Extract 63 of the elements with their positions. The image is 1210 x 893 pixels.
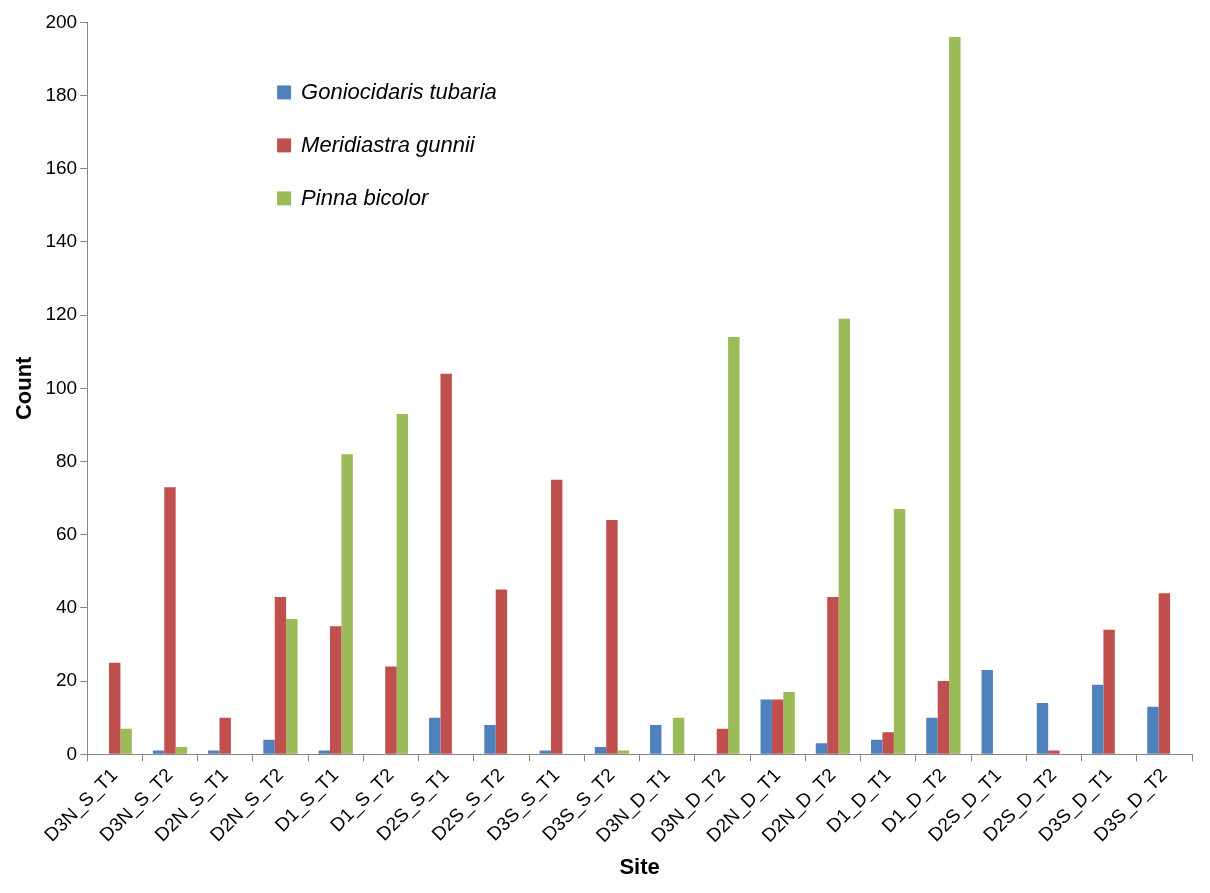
bar xyxy=(396,413,409,754)
bar xyxy=(318,750,330,754)
bar xyxy=(274,596,287,754)
y-axis-title: Count xyxy=(11,355,37,421)
bar xyxy=(882,732,894,754)
y-tick-label: 60 xyxy=(55,522,78,544)
legend-label: Pinna bicolor xyxy=(301,184,430,210)
bar xyxy=(926,717,938,754)
bar xyxy=(484,725,496,754)
bar xyxy=(1092,684,1104,754)
bar xyxy=(550,479,563,754)
bar xyxy=(329,626,342,754)
bar xyxy=(949,37,961,754)
bar xyxy=(838,318,851,754)
bar xyxy=(175,746,188,754)
bar xyxy=(981,670,993,754)
bar xyxy=(815,743,828,754)
bar xyxy=(728,337,740,754)
y-tick-label: 120 xyxy=(45,303,78,325)
legend-label: Goniocidaris tubaria xyxy=(301,78,497,104)
bar xyxy=(1158,593,1171,754)
y-tick-label: 80 xyxy=(55,449,78,471)
y-tick-label: 200 xyxy=(45,10,78,32)
bar xyxy=(539,750,551,754)
bar xyxy=(440,373,452,754)
legend-label: Meridiastra gunnii xyxy=(301,131,476,157)
bar xyxy=(783,692,795,754)
bar xyxy=(152,750,165,754)
bar xyxy=(606,520,618,754)
bar xyxy=(594,746,607,754)
bar xyxy=(1048,750,1060,754)
bar xyxy=(771,699,784,754)
y-tick-label: 0 xyxy=(66,742,78,764)
bar xyxy=(893,509,906,754)
bar xyxy=(650,725,662,754)
bar xyxy=(495,589,508,754)
bar xyxy=(716,728,729,754)
bar xyxy=(1103,629,1115,754)
bar xyxy=(827,596,839,754)
bar xyxy=(760,699,772,754)
bar xyxy=(1147,706,1159,754)
bar xyxy=(164,487,176,754)
y-tick-label: 160 xyxy=(45,157,78,179)
bar xyxy=(871,739,883,754)
bar xyxy=(208,750,220,754)
bar xyxy=(937,681,950,754)
y-tick-label: 20 xyxy=(55,669,78,691)
y-tick-label: 180 xyxy=(45,83,78,105)
bar xyxy=(617,750,630,754)
bar xyxy=(429,717,441,754)
bar xyxy=(286,618,298,754)
bar xyxy=(672,717,685,754)
x-axis-title: Site xyxy=(619,853,660,879)
bar xyxy=(109,662,121,754)
bar xyxy=(263,739,275,754)
bar xyxy=(120,728,132,754)
bar xyxy=(385,666,397,754)
y-tick-label: 100 xyxy=(45,376,78,398)
y-tick-label: 40 xyxy=(55,596,78,618)
bar xyxy=(1036,703,1049,754)
bar xyxy=(219,717,231,754)
bar xyxy=(341,454,353,754)
y-tick-label: 140 xyxy=(45,230,78,252)
